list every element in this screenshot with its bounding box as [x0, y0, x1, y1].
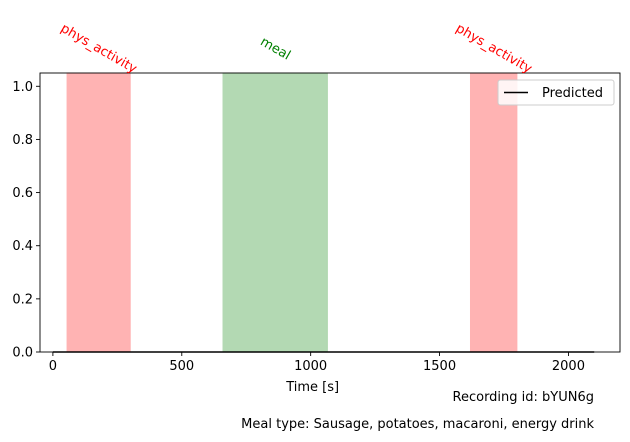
meal-type-caption: Meal type: Sausage, potatoes, macaroni, …: [241, 417, 594, 432]
x-tick-label: 2000: [552, 359, 585, 374]
y-tick-label: 0.0: [12, 346, 33, 361]
plot-frame: [39, 72, 621, 353]
x-axis-label: Time [s]: [285, 380, 339, 395]
y-tick-label: 1.0: [12, 80, 33, 95]
recording-id-caption: Recording id: bYUN6g: [452, 390, 594, 405]
x-tick-label: 0: [49, 359, 57, 374]
event-span-label: phys_activity: [453, 21, 535, 77]
x-tick-label: 1000: [294, 359, 327, 374]
legend-label: Predicted: [542, 86, 603, 101]
y-tick-label: 0.8: [12, 133, 33, 148]
event-span-label: meal: [258, 34, 293, 63]
y-tick-label: 0.6: [12, 186, 33, 201]
y-tick-label: 0.4: [12, 239, 33, 254]
x-tick-label: 1500: [423, 359, 456, 374]
event-span-labels: phys_activity meal phys_activity: [58, 21, 535, 77]
event-spans: [66, 72, 518, 353]
event-span-meal: [222, 72, 328, 353]
axes: 0 500 1000 1500 2000 0.0 0.2 0.4 0.6 0.8 1.0 Time […: [12, 72, 621, 395]
event-span-phys-activity: [469, 72, 518, 353]
legend: Predicted: [497, 79, 615, 106]
event-span-label: phys_activity: [58, 21, 140, 77]
y-tick-label: 0.2: [12, 292, 33, 307]
event-span-phys-activity: [66, 72, 131, 353]
x-tick-label: 500: [169, 359, 194, 374]
legend-box: [497, 79, 615, 106]
